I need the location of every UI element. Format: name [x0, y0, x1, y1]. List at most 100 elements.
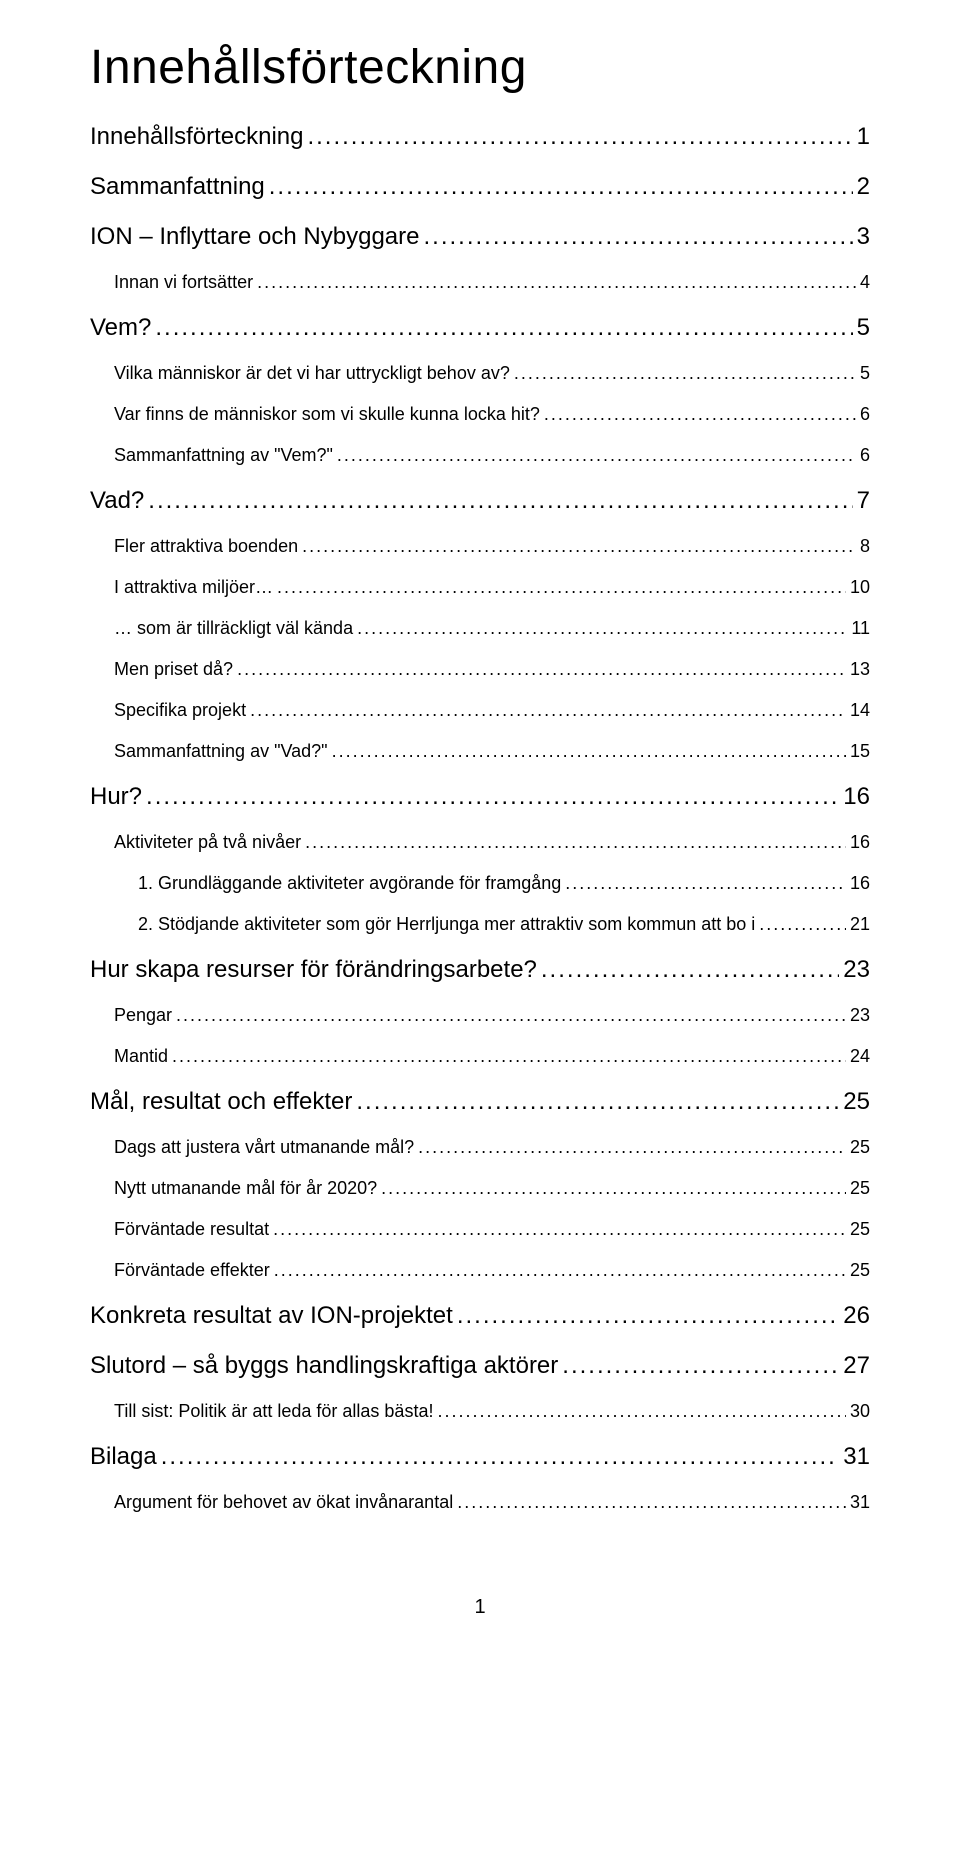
toc-entry[interactable]: Men priset då?13: [114, 656, 870, 683]
toc-entry-label: Mål, resultat och effekter: [90, 1084, 352, 1120]
toc-leader-dots: [356, 1084, 839, 1120]
toc-leader-dots: [148, 483, 852, 519]
toc-entry[interactable]: Innehållsförteckning1: [90, 119, 870, 155]
toc-entry-label: Slutord – så byggs handlingskraftiga akt…: [90, 1348, 558, 1384]
page-title: Innehållsförteckning: [90, 40, 870, 95]
toc-leader-dots: [337, 442, 856, 469]
toc-entry-page: 4: [860, 269, 870, 296]
toc-leader-dots: [381, 1175, 846, 1202]
toc-entry[interactable]: Fler attraktiva boenden 8: [114, 533, 870, 560]
toc-leader-dots: [541, 952, 839, 988]
toc-entry[interactable]: Dags att justera vårt utmanande mål?25: [114, 1134, 870, 1161]
toc-entry[interactable]: 1. Grundläggande aktiviteter avgörande f…: [138, 870, 870, 897]
toc-entry-label: Innehållsförteckning: [90, 119, 303, 155]
toc-entry-page: 25: [850, 1216, 870, 1243]
toc-entry-label: Fler attraktiva boenden: [114, 533, 298, 560]
toc-entry[interactable]: Sammanfattning 2: [90, 169, 870, 205]
toc-entry[interactable]: Bilaga 31: [90, 1439, 870, 1475]
toc-entry[interactable]: Pengar 23: [114, 1002, 870, 1029]
toc-entry[interactable]: Sammanfattning av "Vem?" 6: [114, 442, 870, 469]
toc-entry[interactable]: Specifika projekt14: [114, 697, 870, 724]
toc-entry[interactable]: … som är tillräckligt väl kända 11: [114, 615, 870, 642]
toc-entry-page: 25: [850, 1134, 870, 1161]
toc-entry[interactable]: 2. Stödjande aktiviteter som gör Herrlju…: [138, 911, 870, 938]
toc-entry-page: 2: [857, 169, 870, 205]
toc-entry[interactable]: Förväntade resultat 25: [114, 1216, 870, 1243]
toc-entry-label: Förväntade resultat: [114, 1216, 269, 1243]
toc-entry-label: … som är tillräckligt väl kända: [114, 615, 353, 642]
toc-entry-page: 26: [843, 1298, 870, 1334]
toc-entry[interactable]: Mål, resultat och effekter 25: [90, 1084, 870, 1120]
toc-leader-dots: [357, 615, 847, 642]
toc-entry-label: Sammanfattning: [90, 169, 265, 205]
toc-entry-page: 5: [860, 360, 870, 387]
toc-leader-dots: [457, 1489, 846, 1516]
toc-leader-dots: [759, 911, 846, 938]
toc-entry[interactable]: Vilka människor är det vi har uttrycklig…: [114, 360, 870, 387]
toc-entry[interactable]: Innan vi fortsätter 4: [114, 269, 870, 296]
toc-entry[interactable]: Var finns de människor som vi skulle kun…: [114, 401, 870, 428]
toc-entry[interactable]: ION – Inflyttare och Nybyggare 3: [90, 219, 870, 255]
toc-entry[interactable]: Aktiviteter på två nivåer16: [114, 829, 870, 856]
toc-entry-label: Bilaga: [90, 1439, 157, 1475]
toc-entry-label: Men priset då?: [114, 656, 233, 683]
toc-leader-dots: [250, 697, 846, 724]
toc-entry[interactable]: Vem?5: [90, 310, 870, 346]
toc-leader-dots: [302, 533, 856, 560]
toc-entry-label: Innan vi fortsätter: [114, 269, 253, 296]
toc-leader-dots: [172, 1043, 846, 1070]
toc-entry[interactable]: Vad?7: [90, 483, 870, 519]
toc-entry-page: 31: [843, 1439, 870, 1475]
toc-entry[interactable]: Nytt utmanande mål för år 2020? 25: [114, 1175, 870, 1202]
toc-entry-page: 23: [850, 1002, 870, 1029]
toc-entry-label: 1. Grundläggande aktiviteter avgörande f…: [138, 870, 561, 897]
toc-entry-page: 6: [860, 401, 870, 428]
toc-leader-dots: [562, 1348, 839, 1384]
toc-entry-page: 16: [843, 779, 870, 815]
toc-entry-label: Vem?: [90, 310, 151, 346]
toc-entry-page: 6: [860, 442, 870, 469]
toc-entry-page: 15: [850, 738, 870, 765]
toc-leader-dots: [423, 219, 852, 255]
toc-entry-page: 11: [851, 615, 870, 642]
toc-entry-page: 8: [860, 533, 870, 560]
toc-entry[interactable]: Slutord – så byggs handlingskraftiga akt…: [90, 1348, 870, 1384]
toc-entry[interactable]: Konkreta resultat av ION-projektet 26: [90, 1298, 870, 1334]
toc-entry[interactable]: Hur skapa resurser för förändringsarbete…: [90, 952, 870, 988]
toc-entry-label: I attraktiva miljöer…: [114, 574, 273, 601]
toc-entry-page: 3: [857, 219, 870, 255]
toc-entry-label: Nytt utmanande mål för år 2020?: [114, 1175, 377, 1202]
toc-leader-dots: [565, 870, 846, 897]
toc-entry-page: 23: [843, 952, 870, 988]
toc-entry-label: Förväntade effekter: [114, 1257, 270, 1284]
toc-entry[interactable]: Mantid24: [114, 1043, 870, 1070]
toc-entry-label: ION – Inflyttare och Nybyggare: [90, 219, 419, 255]
toc-entry-page: 30: [850, 1398, 870, 1425]
toc-entry-label: Sammanfattning av "Vem?": [114, 442, 333, 469]
toc-entry[interactable]: Sammanfattning av "Vad?" 15: [114, 738, 870, 765]
toc-entry-label: Till sist: Politik är att leda för allas…: [114, 1398, 433, 1425]
toc-leader-dots: [418, 1134, 846, 1161]
table-of-contents: Innehållsförteckning1 Sammanfattning 2 ION …: [90, 119, 870, 1516]
toc-entry-label: Sammanfattning av "Vad?": [114, 738, 328, 765]
toc-entry[interactable]: Förväntade effekter25: [114, 1257, 870, 1284]
toc-entry-label: Hur?: [90, 779, 142, 815]
toc-entry-label: Pengar: [114, 1002, 172, 1029]
toc-entry-label: Konkreta resultat av ION-projektet: [90, 1298, 453, 1334]
toc-entry-label: Vilka människor är det vi har uttrycklig…: [114, 360, 510, 387]
toc-leader-dots: [155, 310, 852, 346]
toc-entry[interactable]: Argument för behovet av ökat invånaranta…: [114, 1489, 870, 1516]
toc-leader-dots: [544, 401, 856, 428]
toc-entry-label: Hur skapa resurser för förändringsarbete…: [90, 952, 537, 988]
toc-entry[interactable]: Till sist: Politik är att leda för allas…: [114, 1398, 870, 1425]
toc-entry-page: 25: [850, 1175, 870, 1202]
toc-entry-label: Var finns de människor som vi skulle kun…: [114, 401, 540, 428]
toc-entry-page: 25: [843, 1084, 870, 1120]
toc-leader-dots: [257, 269, 856, 296]
toc-entry[interactable]: I attraktiva miljöer…10: [114, 574, 870, 601]
toc-entry-label: Mantid: [114, 1043, 168, 1070]
toc-entry[interactable]: Hur? 16: [90, 779, 870, 815]
toc-leader-dots: [332, 738, 846, 765]
toc-entry-page: 7: [857, 483, 870, 519]
toc-leader-dots: [305, 829, 846, 856]
